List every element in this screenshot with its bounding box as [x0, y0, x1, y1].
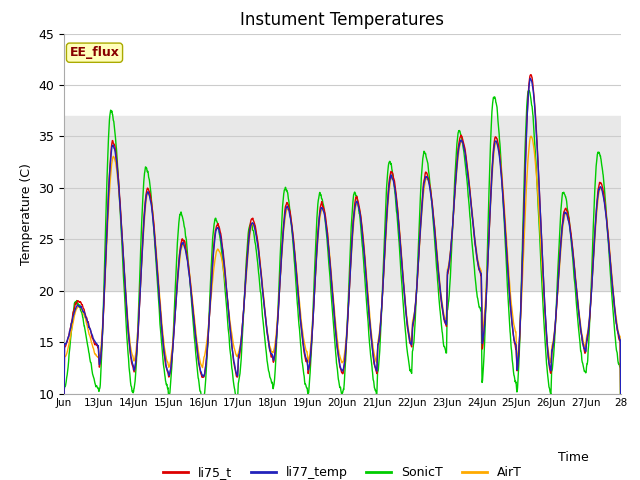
SonicT	[116, 199, 124, 204]
li75_t	[376, 332, 383, 338]
li75_t	[609, 290, 617, 296]
Line: li77_temp: li77_temp	[64, 78, 621, 420]
SonicT	[510, 372, 518, 378]
AirT	[510, 323, 518, 328]
li75_t	[527, 72, 534, 78]
Y-axis label: Temperature (C): Temperature (C)	[20, 163, 33, 264]
Legend: li75_t, li77_temp, SonicT, AirT: li75_t, li77_temp, SonicT, AirT	[158, 461, 527, 480]
Title: Instument Temperatures: Instument Temperatures	[241, 11, 444, 29]
AirT	[617, 429, 625, 435]
SonicT	[525, 87, 532, 93]
Line: SonicT: SonicT	[64, 90, 621, 453]
AirT	[116, 197, 124, 203]
li75_t	[116, 194, 124, 200]
li75_t	[542, 318, 550, 324]
li77_temp	[609, 289, 617, 295]
li77_temp	[236, 348, 244, 354]
li77_temp	[116, 195, 124, 201]
li77_temp	[527, 75, 534, 81]
li75_t	[60, 419, 68, 425]
SonicT	[60, 421, 68, 427]
li75_t	[510, 337, 518, 343]
Text: EE_flux: EE_flux	[70, 46, 120, 59]
SonicT	[542, 346, 550, 352]
SonicT	[376, 348, 383, 354]
li75_t	[236, 351, 244, 357]
Line: li75_t: li75_t	[64, 75, 621, 422]
li75_t	[617, 417, 625, 423]
AirT	[609, 286, 617, 292]
SonicT	[609, 309, 617, 314]
Bar	[64, 116, 621, 291]
li77_temp	[617, 416, 625, 421]
Line: AirT: AirT	[64, 136, 621, 432]
SonicT	[236, 372, 244, 378]
AirT	[527, 133, 535, 139]
AirT	[236, 345, 244, 351]
li77_temp	[542, 317, 550, 323]
li77_temp	[376, 331, 383, 336]
li77_temp	[510, 336, 518, 341]
AirT	[542, 319, 550, 325]
li77_temp	[60, 418, 68, 423]
SonicT	[617, 450, 625, 456]
Text: Time: Time	[558, 451, 589, 464]
AirT	[376, 326, 383, 332]
AirT	[60, 410, 68, 416]
